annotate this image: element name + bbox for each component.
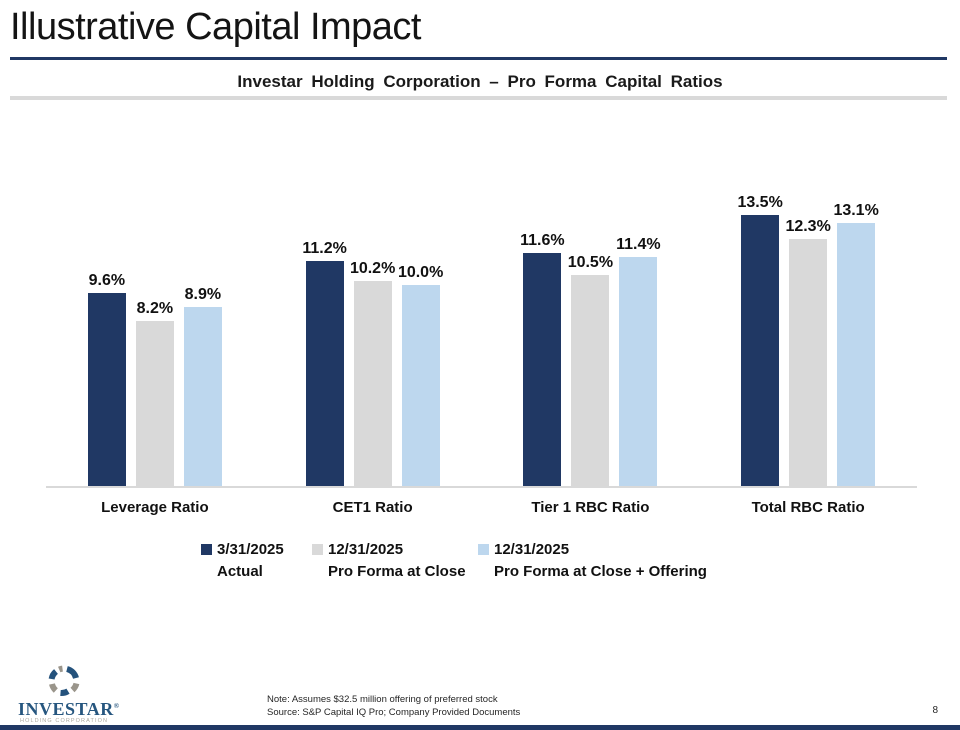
bar-3-31-2025-actual-cet1-ratio (305, 261, 344, 486)
legend-line2: Pro Forma at Close (328, 563, 466, 580)
bar-value-label: 10.5% (567, 254, 614, 271)
chart-title-underline (10, 96, 947, 100)
legend-swatch-proforma-offering (478, 544, 489, 555)
chart-title: Investar Holding Corporation – Pro Forma… (237, 72, 723, 91)
bar-value-label: 8.9% (184, 286, 222, 303)
legend-swatch-actual (201, 544, 212, 555)
legend-label-proforma-offering: 12/31/2025 Pro Forma at Close + Offering (494, 539, 707, 583)
investar-logo-icon (48, 665, 80, 697)
bar-12-31-2025-pro-forma-at-close-cet1-ratio (353, 281, 392, 486)
bar-3-31-2025-actual-tier-1-rbc-ratio (523, 253, 562, 486)
bar-value-label: 10.2% (349, 260, 396, 277)
bar-3-31-2025-actual-total-rbc-ratio (741, 215, 780, 486)
legend-line2: Pro Forma at Close + Offering (494, 563, 707, 580)
bar-12-31-2025-pro-forma-at-close-offering-leverage-ratio (183, 307, 222, 486)
bar-value-label: 11.2% (302, 240, 347, 257)
bar-value-label: 11.4% (616, 236, 661, 253)
bar-12-31-2025-pro-forma-at-close-offering-cet1-ratio (401, 285, 440, 486)
category-label-cet1-ratio: CET1 Ratio (332, 499, 413, 516)
bar-value-label: 13.1% (833, 202, 879, 219)
logo-name-text: INVESTAR (18, 699, 114, 719)
bar-value-label: 9.6% (88, 272, 126, 289)
legend-entry-actual: 3/31/2025 Actual (201, 539, 284, 583)
bar-3-31-2025-actual-leverage-ratio (87, 293, 126, 486)
bar-value-label: 10.0% (397, 264, 444, 281)
bar-12-31-2025-pro-forma-at-close-total-rbc-ratio (789, 239, 828, 486)
legend-entry-proforma-close: 12/31/2025 Pro Forma at Close (312, 539, 466, 583)
bar-12-31-2025-pro-forma-at-close-offering-total-rbc-ratio (837, 223, 876, 486)
bar-value-label: 11.6% (520, 232, 565, 249)
footer-note: Note: Assumes $32.5 million offering of … (267, 694, 520, 719)
bar-12-31-2025-pro-forma-at-close-leverage-ratio (135, 321, 174, 486)
legend-label-proforma-close: 12/31/2025 Pro Forma at Close (328, 539, 466, 583)
investar-logo-subtext: HOLDING CORPORATION (20, 718, 109, 724)
bottom-accent-bar (0, 725, 960, 730)
investar-logo-wordmark: INVESTAR® (18, 699, 119, 720)
legend-entry-proforma-offering: 12/31/2025 Pro Forma at Close + Offering (478, 539, 707, 583)
bar-value-label: 8.2% (136, 300, 174, 317)
title-underline (10, 57, 947, 60)
category-label-leverage-ratio: Leverage Ratio (101, 499, 209, 516)
bar-12-31-2025-pro-forma-at-close-offering-tier-1-rbc-ratio (619, 257, 658, 486)
bar-value-label: 12.3% (785, 218, 831, 235)
registered-mark: ® (113, 702, 120, 710)
legend-line1: 12/31/2025 (328, 541, 404, 558)
legend-line1: 3/31/2025 (217, 541, 284, 558)
legend-line1: 12/31/2025 (494, 541, 570, 558)
legend-swatch-proforma-close (312, 544, 323, 555)
legend-label-actual: 3/31/2025 Actual (217, 539, 284, 583)
note-line: Note: Assumes $32.5 million offering of … (267, 694, 498, 705)
bar-value-label: 13.5% (737, 194, 783, 211)
category-label-total-rbc-ratio: Total RBC Ratio (751, 499, 865, 516)
legend-line2: Actual (217, 563, 263, 580)
source-line: Source: S&P Capital IQ Pro; Company Prov… (267, 706, 521, 718)
bar-12-31-2025-pro-forma-at-close-tier-1-rbc-ratio (571, 275, 610, 486)
slide-title: Illustrative Capital Impact (10, 6, 422, 48)
page-number: 8 (932, 705, 938, 716)
x-axis-line (46, 486, 917, 488)
category-label-tier-1-rbc-ratio: Tier 1 RBC Ratio (531, 499, 650, 516)
